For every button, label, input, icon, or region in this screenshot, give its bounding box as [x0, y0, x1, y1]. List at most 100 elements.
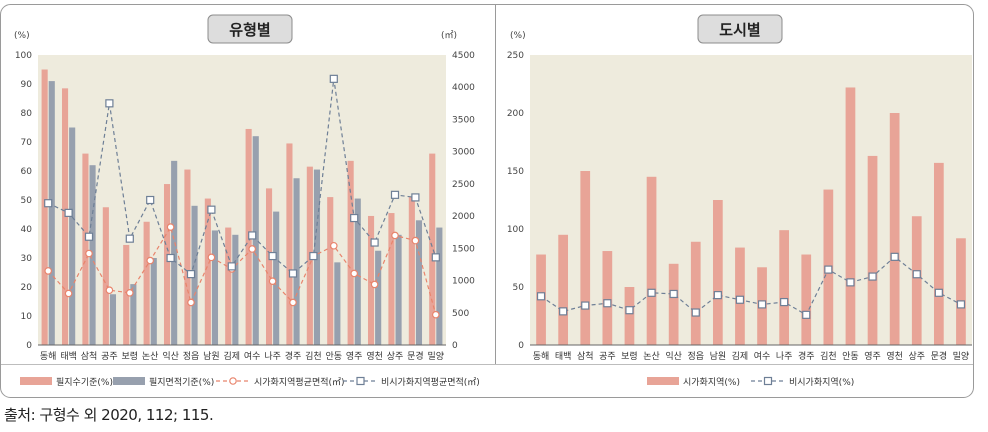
x-tick-label: 익산	[162, 350, 179, 362]
legend-label: 시가화지역평균면적(㎡)	[254, 376, 345, 388]
point-marker	[146, 256, 155, 265]
legend-label: 필지면적기준(%)	[149, 376, 214, 388]
bar	[388, 213, 395, 345]
bar	[109, 294, 117, 345]
x-tick-label: 나주	[264, 351, 281, 362]
x-tick-label: 밀양	[428, 350, 445, 362]
x-tick-label: 정읍	[687, 351, 704, 362]
x-tick-label: 동해	[533, 351, 550, 362]
point-marker	[890, 252, 899, 261]
x-tick-label: 정읍	[183, 351, 200, 362]
point-marker	[391, 231, 399, 240]
point-marker	[146, 195, 155, 205]
point-marker	[125, 234, 134, 243]
y-tick-label: 0	[518, 341, 524, 351]
bar	[845, 87, 856, 345]
y2-tick-label: 2500	[452, 180, 475, 190]
x-tick-label: 문경	[407, 350, 424, 362]
plot-area	[530, 55, 972, 345]
bar	[334, 262, 341, 345]
x-tick-label: 문경	[931, 350, 948, 362]
y-tick-label: 100	[507, 225, 524, 235]
point-marker	[846, 278, 855, 287]
point-marker	[105, 99, 114, 108]
x-tick-label: 영천	[886, 351, 903, 362]
point-marker	[187, 298, 195, 307]
point-marker	[647, 288, 656, 297]
bar	[293, 178, 300, 345]
point-marker	[802, 310, 811, 319]
x-tick-label: 공주	[599, 351, 616, 362]
legend-marker-square	[763, 376, 773, 386]
bar	[602, 251, 613, 345]
legend-marker-square	[356, 376, 365, 386]
bar	[204, 198, 211, 345]
point-marker	[757, 300, 767, 309]
x-tick-label: 삼척	[577, 351, 594, 362]
x-tick-label: 논산	[142, 351, 159, 362]
point-marker	[84, 232, 94, 241]
point-marker	[85, 249, 93, 258]
bar	[225, 227, 232, 345]
x-tick-label: 경주	[285, 350, 302, 362]
bar	[801, 254, 812, 345]
point-marker	[411, 193, 420, 202]
point-marker	[329, 241, 338, 250]
point-marker	[64, 289, 73, 298]
x-tick-label: 안동	[842, 351, 859, 362]
point-marker	[370, 280, 379, 289]
point-marker	[868, 272, 877, 281]
legend-swatch-bar-b	[113, 377, 145, 385]
bar	[668, 263, 679, 345]
point-marker	[581, 301, 590, 310]
bar	[265, 188, 273, 345]
legend-label: 필지수기준(%)	[56, 376, 113, 388]
bar	[580, 171, 591, 345]
point-marker	[934, 288, 943, 297]
y-tick-label: 30	[21, 254, 33, 264]
x-tick-label: 밀양	[953, 350, 970, 362]
y-tick-label: 50	[513, 283, 525, 293]
bar	[69, 127, 76, 345]
right-legend: 시가화지역(%) 비시가화지역(%)	[647, 376, 854, 388]
y-tick-label: 100	[15, 51, 32, 61]
x-tick-label: 동해	[40, 351, 57, 362]
point-marker	[536, 292, 546, 301]
point-marker	[735, 295, 745, 304]
point-marker	[431, 253, 440, 262]
point-marker	[248, 231, 257, 240]
x-tick-label: 논산	[643, 351, 660, 362]
point-marker	[411, 236, 420, 245]
point-marker	[207, 253, 216, 262]
y-tick-label: 90	[21, 80, 33, 90]
left-legend: 필지수기준(%) 필지면적기준(%) 시가화지역평균면적(㎡) 비시가화지역평균…	[20, 376, 480, 388]
bar	[184, 169, 191, 345]
y-tick-label: 0	[26, 341, 32, 351]
bar	[429, 153, 436, 345]
point-marker	[603, 299, 612, 308]
right-title-box	[697, 14, 783, 44]
point-marker	[370, 238, 379, 247]
x-tick-label: 태백	[60, 351, 77, 362]
bar	[712, 200, 723, 345]
point-marker	[956, 300, 966, 309]
y-tick-label: 70	[21, 138, 33, 148]
point-marker	[44, 199, 53, 208]
x-tick-label: 김천	[305, 350, 322, 362]
point-marker	[166, 253, 175, 263]
left-title: 유형별	[229, 21, 270, 39]
point-marker	[780, 297, 789, 307]
x-tick-label: 김천	[820, 350, 837, 362]
point-marker	[350, 213, 359, 223]
y2-tick-label: 2000	[452, 212, 475, 222]
x-tick-label: 김제	[224, 350, 241, 362]
y-tick-label: 60	[21, 167, 33, 177]
y2-tick-label: 3500	[452, 115, 475, 125]
x-tick-label: 태백	[555, 351, 572, 362]
bar	[89, 165, 96, 345]
bar	[408, 197, 415, 345]
y-tick-label: 10	[21, 312, 33, 322]
bar	[558, 234, 569, 345]
y2-tick-label: 0	[452, 341, 458, 351]
bar	[150, 258, 157, 345]
